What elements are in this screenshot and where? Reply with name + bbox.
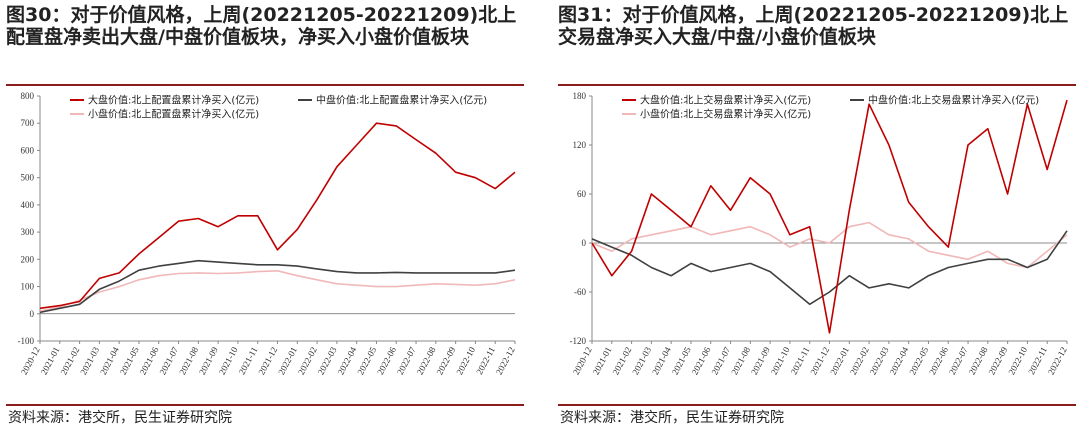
series-line <box>39 122 516 310</box>
series-line <box>591 230 1068 306</box>
y-tick-label: 800 <box>21 91 35 101</box>
y-tick-label: 180 <box>573 91 587 101</box>
y-tick-label: 600 <box>21 145 35 155</box>
legend-label: 大盘价值:北上配置盘累计净买入(亿元) <box>88 94 259 107</box>
source-note: 资料来源：港交所，民生证券研究院 <box>8 410 232 426</box>
y-tick-label: -100 <box>18 336 35 346</box>
legend-label: 小盘价值:北上配置盘累计净买入(亿元) <box>88 108 259 121</box>
legend-label: 中盘价值:北上交易盘累计净买入(亿元) <box>868 94 1039 107</box>
y-tick-label: 60 <box>577 189 587 199</box>
y-tick-label: 200 <box>21 254 35 264</box>
legend-label: 小盘价值:北上交易盘累计净买入(亿元) <box>640 108 811 121</box>
chart-panel-right: 图31：对于价值风格，上周(20221205-20221209)北上交易盘净买入… <box>552 0 1080 429</box>
title-divider <box>6 84 524 86</box>
line-chart-right: -120-600601201802020-122021-012021-02202… <box>570 91 1069 376</box>
source-divider <box>558 404 1076 406</box>
y-tick-label: 400 <box>21 200 35 210</box>
x-tick-label: 2022-12 <box>494 345 517 376</box>
legend-label: 大盘价值:北上交易盘累计净买入(亿元) <box>640 94 811 107</box>
y-tick-label: 300 <box>21 227 35 237</box>
series-line <box>591 99 1068 334</box>
series-line <box>591 221 1068 269</box>
chart-panel-left: 图30：对于价值风格，上周(20221205-20221209)北上配置盘净卖出… <box>0 0 530 429</box>
line-chart-left: -10001002003004005006007008002020-122021… <box>18 91 517 376</box>
figure-title: 图30：对于价值风格，上周(20221205-20221209)北上配置盘净卖出… <box>6 4 517 48</box>
y-tick-label: -120 <box>570 336 587 346</box>
legend-label: 中盘价值:北上配置盘累计净买入(亿元) <box>316 94 487 107</box>
y-tick-label: 700 <box>21 118 35 128</box>
y-tick-label: 0 <box>30 309 35 319</box>
y-tick-label: 500 <box>21 173 35 183</box>
series-line <box>39 259 516 314</box>
x-tick-label: 2022-12 <box>1046 345 1069 376</box>
title-divider <box>558 84 1076 86</box>
figure-title: 图31：对于价值风格，上周(20221205-20221209)北上交易盘净买入… <box>558 4 1069 48</box>
y-tick-label: -60 <box>574 287 586 297</box>
y-tick-label: 100 <box>21 282 35 292</box>
series-line <box>39 270 516 312</box>
y-tick-label: 0 <box>582 238 587 248</box>
source-divider <box>6 404 524 406</box>
source-note: 资料来源：港交所，民生证券研究院 <box>560 410 784 426</box>
y-tick-label: 120 <box>573 140 587 150</box>
